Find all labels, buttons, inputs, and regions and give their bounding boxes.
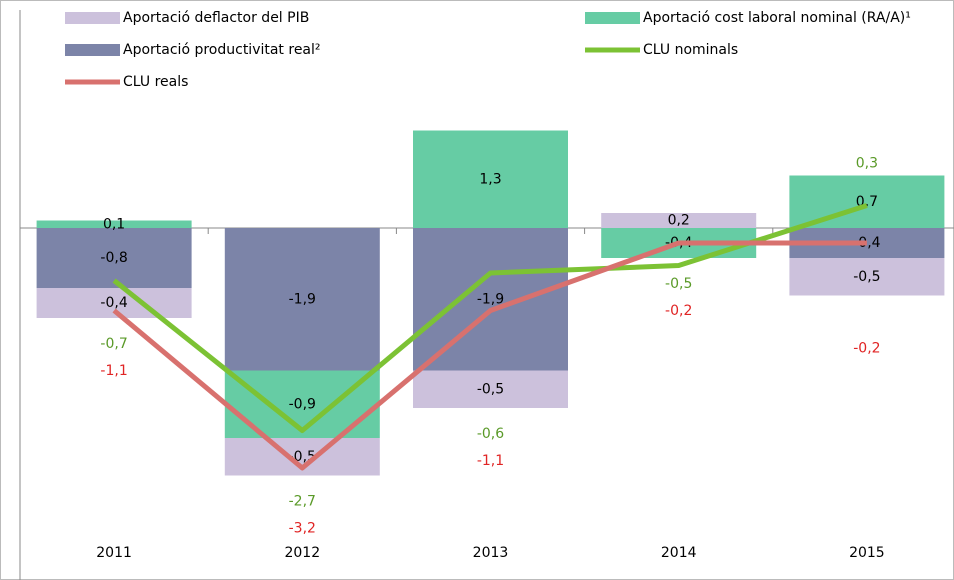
- legend-swatch: [65, 44, 120, 56]
- x-tick-label: 2011: [96, 545, 132, 561]
- legend-swatch: [585, 12, 640, 24]
- line-series: [112, 240, 867, 471]
- bar-segment: [601, 213, 757, 228]
- legend-label: CLU nominals: [643, 42, 738, 58]
- line-value-label: -0,2: [853, 341, 880, 357]
- line-value-label: -0,6: [477, 426, 504, 442]
- x-tick-label: 2012: [284, 545, 320, 561]
- legend-label: Aportació productivitat real²: [123, 42, 321, 58]
- bar-segment: [789, 258, 945, 296]
- legend-label: CLU reals: [123, 74, 188, 90]
- bar-value-label: -1,9: [477, 291, 504, 307]
- line-value-label: -1,1: [477, 453, 504, 469]
- bar-value-label: 0,1: [103, 216, 125, 232]
- bar-segment: [789, 175, 945, 228]
- bar-segment: [36, 220, 192, 228]
- legend-swatch: [65, 12, 120, 24]
- bar-value-label: -0,8: [100, 250, 127, 266]
- bar-value-label: -0,5: [477, 381, 504, 397]
- bar-segment: [36, 228, 192, 288]
- bar-segment: [413, 228, 568, 371]
- line-value-label: -2,7: [289, 494, 316, 510]
- bar-value-label: -0,5: [853, 269, 880, 285]
- bar-value-label: -1,9: [289, 291, 316, 307]
- x-tick-label: 2015: [849, 545, 885, 561]
- x-tick-label: 2013: [473, 545, 509, 561]
- legend-label: Aportació deflactor del PIB: [123, 10, 309, 26]
- line-value-label: -0,7: [100, 336, 127, 352]
- bar-segment: [224, 228, 380, 371]
- bar-value-label: -0,9: [289, 396, 316, 412]
- line-value-label: -1,1: [100, 363, 127, 379]
- line-value-label: -3,2: [289, 521, 316, 537]
- line-value-label: -0,2: [665, 303, 692, 319]
- legend-label: Aportació cost laboral nominal (RA/A)¹: [643, 10, 911, 26]
- bar-value-label: 0,2: [668, 213, 690, 229]
- bar-value-label: -0,4: [853, 235, 880, 251]
- bar-segment: [413, 370, 568, 408]
- line-value-label: 0,3: [856, 156, 878, 172]
- line-value-label: -0,5: [665, 276, 692, 292]
- bar-segment: [413, 130, 568, 228]
- x-tick-label: 2014: [661, 545, 697, 561]
- bar-value-label: -0,4: [100, 295, 127, 311]
- bar-value-label: 1,3: [479, 171, 501, 187]
